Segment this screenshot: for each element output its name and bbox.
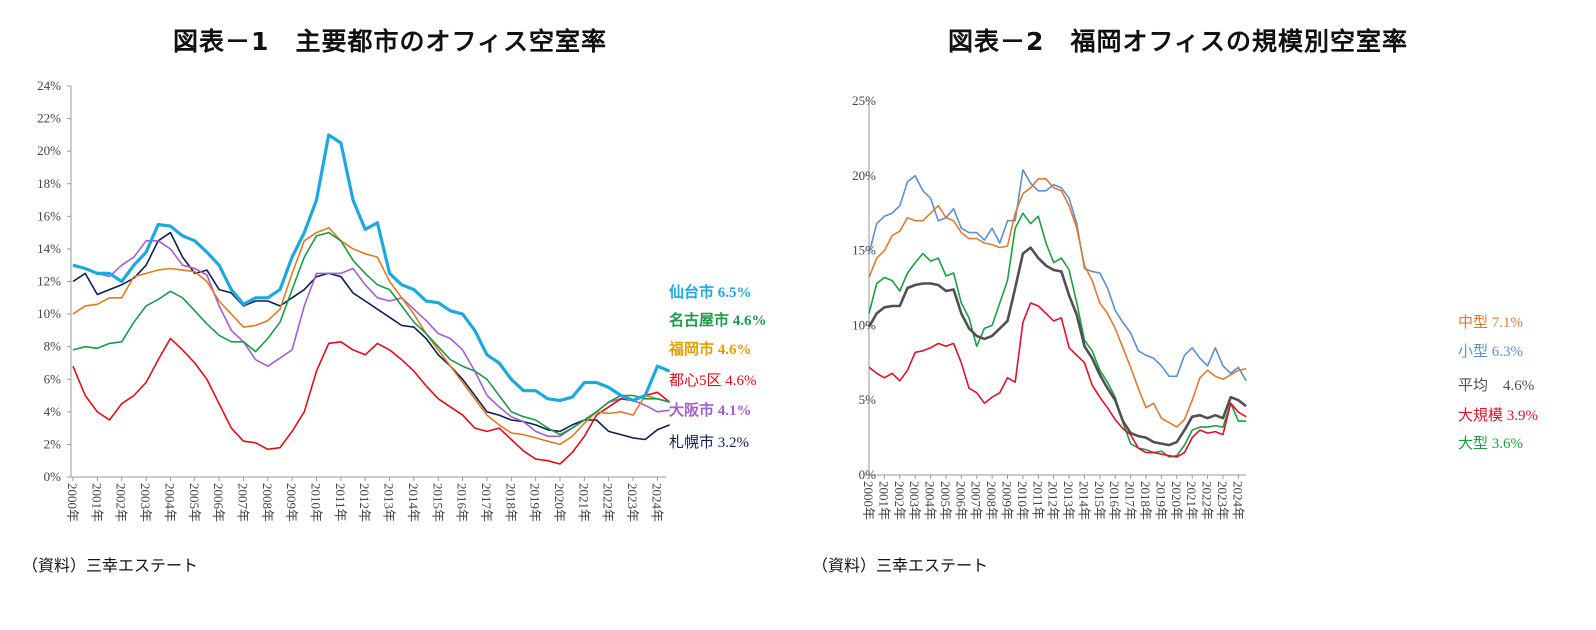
x-tick-label: 2022年 — [1200, 481, 1215, 520]
x-tick-label: 2008年 — [984, 481, 999, 520]
x-tick-label: 2011年 — [333, 483, 348, 522]
x-tick-label: 2006年 — [211, 483, 226, 522]
x-tick-label: 2001年 — [89, 483, 104, 522]
x-tick-label: 2024年 — [649, 483, 664, 522]
x-tick-label: 2012年 — [357, 483, 372, 522]
series-label: 中型 7.1% — [1458, 314, 1523, 331]
x-tick-label: 2005年 — [938, 481, 953, 520]
y-tick-label: 8% — [44, 339, 62, 354]
y-tick-label: 24% — [37, 78, 61, 93]
series-label: 都心5区 4.6% — [669, 372, 757, 389]
y-tick-label: 0% — [44, 469, 62, 484]
series-label: 仙台市 6.5% — [669, 283, 752, 301]
y-tick-label: 5% — [859, 392, 877, 407]
x-tick-label: 2013年 — [382, 483, 397, 522]
x-tick-label: 2015年 — [1092, 481, 1107, 520]
x-tick-label: 2009年 — [284, 483, 299, 522]
chart1-title: 図表－1 主要都市のオフィス空室率 — [173, 27, 607, 56]
y-tick-label: 12% — [37, 274, 61, 289]
series-line-5 — [868, 212, 1247, 458]
series-line-1 — [72, 133, 671, 402]
y-tick-label: 4% — [44, 404, 62, 419]
x-tick-label: 2019年 — [1153, 481, 1168, 520]
series-label: 平均 4.6% — [1458, 377, 1534, 394]
x-tick-label: 2017年 — [1123, 481, 1138, 520]
series-label: 札幌市 3.2% — [669, 434, 749, 451]
chart2-title: 図表－2 福岡オフィスの規模別空室率 — [948, 27, 1408, 56]
series-label: 大阪市 4.1% — [669, 401, 752, 419]
series-label: 大型 3.6% — [1458, 435, 1523, 452]
x-tick-label: 2010年 — [309, 483, 324, 522]
x-tick-label: 2002年 — [892, 481, 907, 520]
y-tick-label: 20% — [852, 168, 876, 183]
x-tick-label: 2008年 — [260, 483, 275, 522]
series-line-2 — [868, 169, 1247, 382]
y-tick-label: 25% — [852, 93, 876, 108]
x-tick-label: 2003年 — [907, 481, 922, 520]
series-label: 小型 6.3% — [1458, 343, 1523, 360]
series-line-3 — [72, 226, 670, 446]
chart2-source: （資料）三幸エステート — [812, 556, 989, 575]
x-tick-label: 2019年 — [528, 483, 543, 522]
x-tick-label: 2017年 — [479, 483, 494, 522]
y-tick-label: 0% — [859, 467, 877, 482]
x-tick-label: 2006年 — [953, 481, 968, 520]
x-tick-label: 2018年 — [1138, 481, 1153, 520]
y-tick-label: 22% — [37, 111, 61, 126]
y-tick-label: 10% — [37, 306, 61, 321]
chart-2: 0% 5% 10% 15% 20% 25% 2000年 2001年 2002年 2003年 2004… — [852, 93, 1538, 520]
x-tick-label: 2004年 — [923, 481, 938, 520]
x-tick-label: 2020年 — [1169, 481, 1184, 520]
x-tick-label: 2020年 — [552, 483, 567, 522]
x-tick-label: 2023年 — [1215, 481, 1230, 520]
y-tick-label: 20% — [37, 143, 61, 158]
series-line-4 — [72, 337, 671, 465]
series-line-6 — [72, 231, 670, 441]
x-tick-label: 2001年 — [876, 481, 891, 520]
series-line-1 — [868, 178, 1247, 428]
x-tick-label: 2021年 — [576, 483, 591, 522]
chart-1: 0% 2% 4% 6% 8% 10% 12% 14% 16% 18% 20% 22% 24% 2000年 2… — [37, 78, 766, 522]
series-label: 福岡市 4.6% — [668, 340, 752, 358]
y-tick-label: 15% — [852, 243, 876, 258]
x-tick-label: 2010年 — [1015, 481, 1030, 520]
x-tick-label: 2002年 — [114, 483, 129, 522]
x-tick-label: 2013年 — [1061, 481, 1076, 520]
y-tick-label: 18% — [37, 176, 61, 191]
x-tick-label: 2012年 — [1046, 481, 1061, 520]
series-line-3 — [867, 246, 1247, 447]
y-tick-label: 10% — [852, 317, 876, 332]
x-tick-label: 2018年 — [503, 483, 518, 522]
y-tick-label: 2% — [44, 436, 62, 451]
series-line-2 — [72, 231, 670, 436]
x-tick-label: 2007年 — [969, 481, 984, 520]
x-tick-label: 2016年 — [455, 483, 470, 522]
x-tick-label: 2009年 — [1000, 481, 1015, 520]
x-tick-label: 2015年 — [430, 483, 445, 522]
x-tick-label: 2014年 — [1076, 481, 1091, 520]
x-tick-label: 2005年 — [187, 483, 202, 522]
x-tick-label: 2023年 — [625, 483, 640, 522]
y-tick-label: 16% — [37, 208, 61, 223]
x-tick-label: 2004年 — [162, 483, 177, 522]
x-tick-label: 2021年 — [1184, 481, 1199, 520]
series-label: 大規模 3.9% — [1458, 407, 1538, 424]
x-tick-label: 2000年 — [65, 483, 80, 522]
x-tick-label: 2024年 — [1230, 481, 1245, 520]
y-tick-label: 14% — [37, 241, 61, 256]
x-tick-label: 2000年 — [861, 481, 876, 520]
series-line-4 — [868, 302, 1247, 458]
x-tick-label: 2016年 — [1107, 481, 1122, 520]
x-tick-label: 2011年 — [1030, 481, 1045, 520]
chart1-source: （資料）三幸エステート — [22, 556, 199, 575]
x-tick-label: 2003年 — [138, 483, 153, 522]
x-tick-label: 2007年 — [235, 483, 250, 522]
series-label: 名古屋市 4.6% — [669, 311, 767, 329]
y-tick-label: 6% — [44, 371, 62, 386]
x-tick-label: 2014年 — [406, 483, 421, 522]
x-tick-label: 2022年 — [601, 483, 616, 522]
